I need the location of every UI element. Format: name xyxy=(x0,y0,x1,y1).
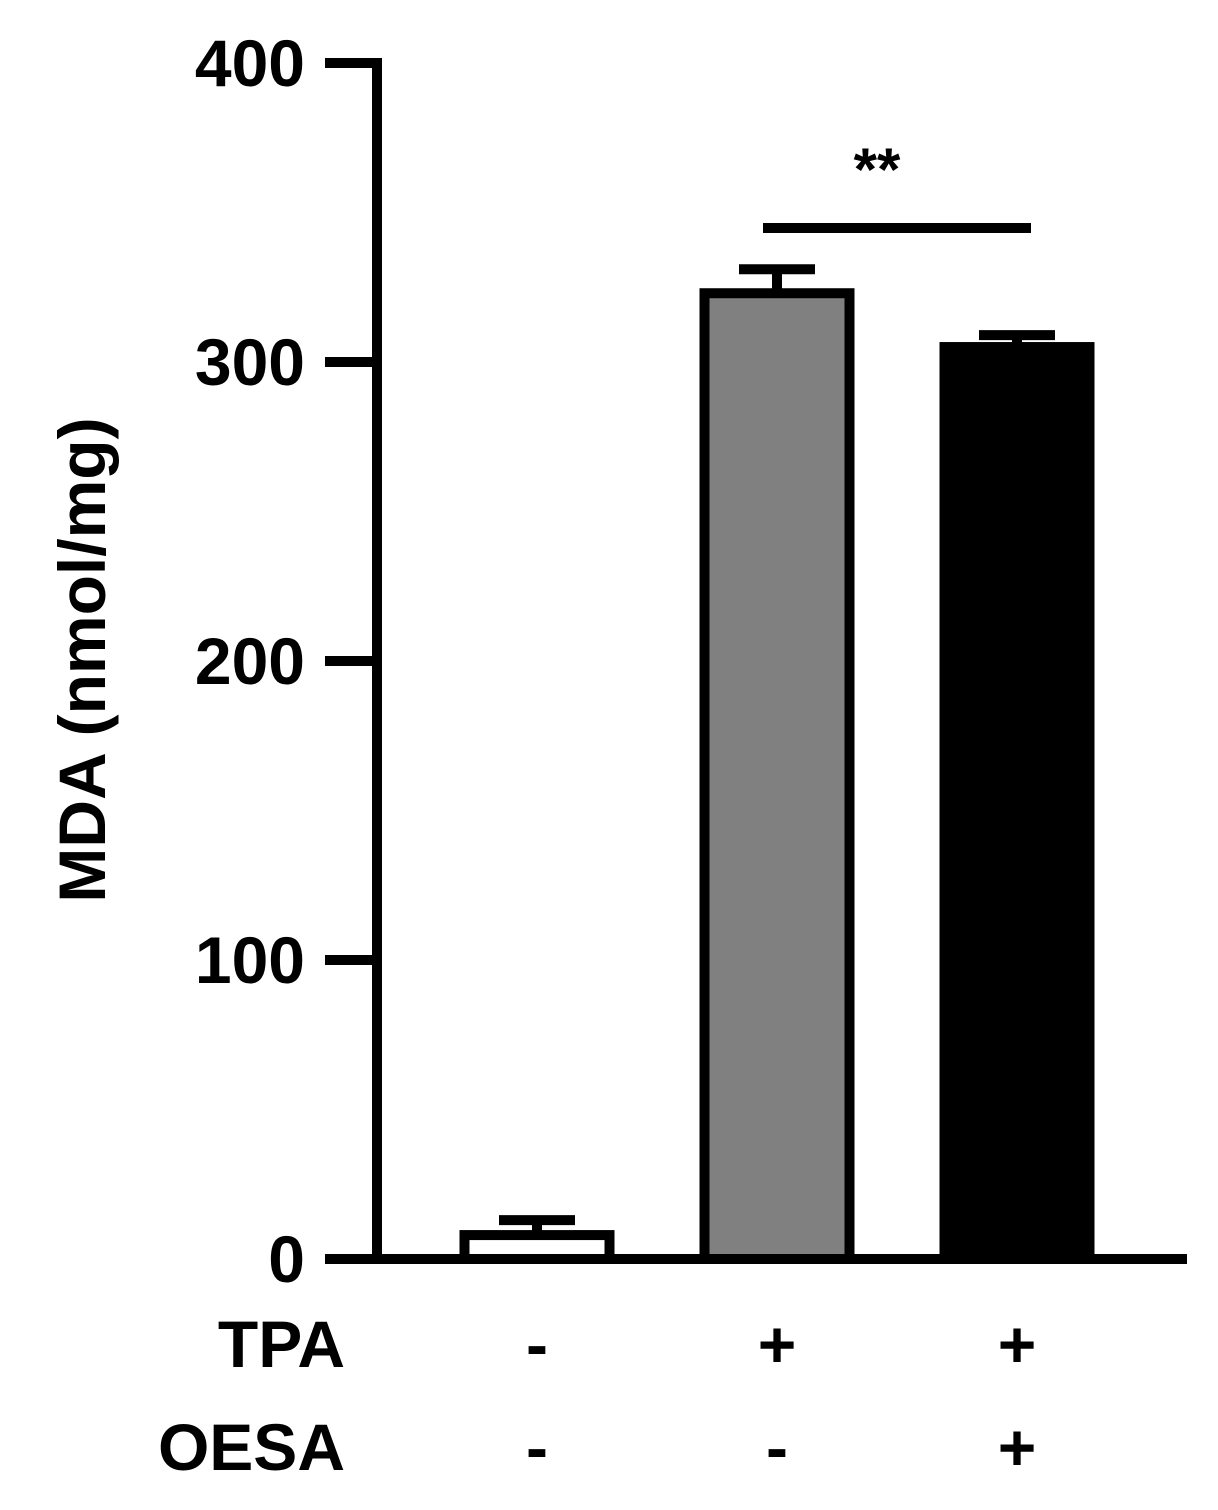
bars xyxy=(459,264,1095,1265)
y-tick-label: 200 xyxy=(195,624,305,698)
y-tick-label: 0 xyxy=(268,1222,305,1296)
factor-symbol: - xyxy=(766,1410,788,1484)
bar xyxy=(459,1230,615,1264)
factor-symbol: - xyxy=(526,1410,548,1484)
factor-symbol: + xyxy=(998,1307,1037,1381)
bar xyxy=(939,342,1095,1264)
factor-label: OESA xyxy=(158,1410,345,1484)
bar xyxy=(699,288,855,1265)
y-tick-label: 100 xyxy=(195,923,305,997)
factor-label: TPA xyxy=(218,1307,345,1381)
factor-symbol: + xyxy=(998,1410,1037,1484)
y-ticks: 0 100 200 300 400 xyxy=(195,26,377,1296)
y-tick-label: 300 xyxy=(195,325,305,399)
factor-symbol: - xyxy=(526,1307,548,1381)
factor-symbol: + xyxy=(758,1307,797,1381)
y-tick-label: 400 xyxy=(195,26,305,100)
significance-label: ** xyxy=(854,136,901,203)
factor-table: TPA - + + OESA - - + xyxy=(158,1307,1036,1484)
significance-annotation: ** xyxy=(763,136,1031,233)
y-axis-label: MDA (nmol/mg) xyxy=(45,417,119,902)
